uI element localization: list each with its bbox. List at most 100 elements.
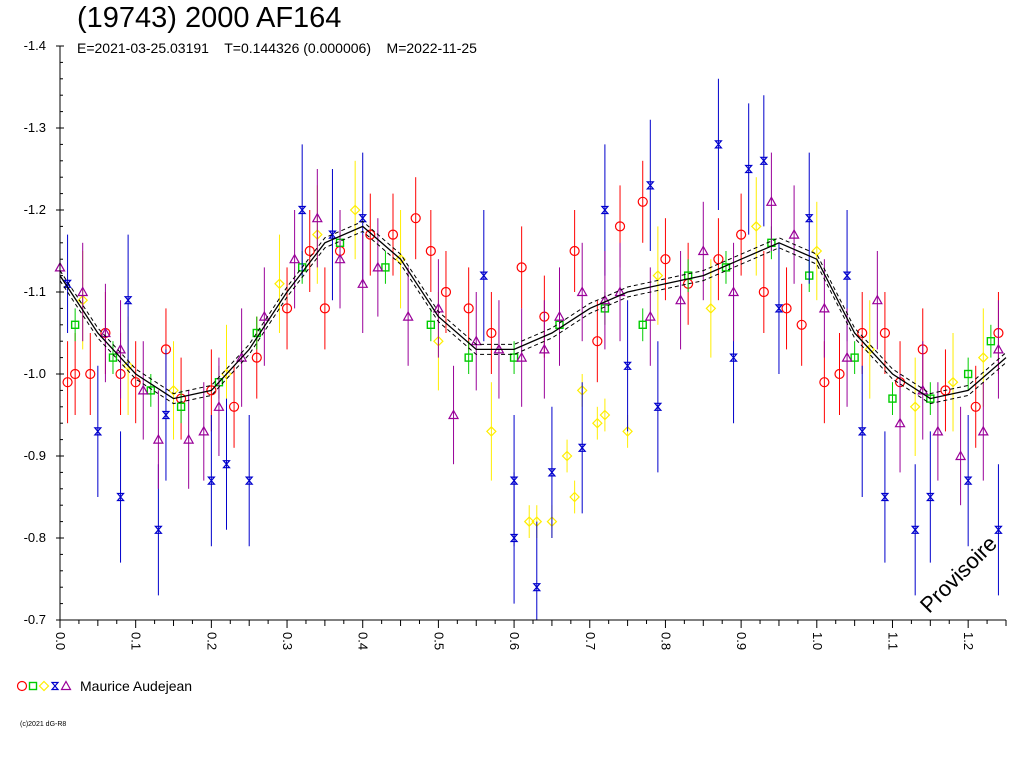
data-point-triangle-8: [213, 401, 225, 411]
data-point-diamond-14: [569, 491, 580, 503]
data-point-hourglass-23: [729, 353, 738, 362]
fit-curves: [59, 220, 1007, 405]
data-point-diamond-25: [947, 376, 959, 388]
data-point-hourglass-21: [653, 402, 663, 411]
data-point-diamond-22: [811, 245, 823, 257]
data-point-diamond-16: [591, 417, 603, 429]
x-tick-label: 0.8: [658, 632, 673, 650]
data-point-hourglass-3: [123, 296, 133, 305]
legend: Maurice Audejean: [16, 675, 192, 694]
y-tick-label: -1.4: [24, 38, 46, 53]
data-point-diamond-26: [977, 352, 989, 363]
data-point-hourglass-16: [547, 468, 557, 477]
data-point-square-0: [70, 320, 80, 329]
data-point-hourglass-26: [774, 304, 784, 313]
data-point-hourglass-19: [623, 361, 632, 370]
y-tick-label: -0.7: [24, 612, 46, 627]
fit-curve-lower: [59, 230, 1007, 405]
data-point-circle-0: [62, 377, 73, 388]
data-point-triangle-21: [516, 351, 528, 362]
data-point-hourglass-10: [328, 230, 337, 239]
fit-curve-upper: [59, 220, 1007, 395]
data-point-circle-8: [206, 385, 217, 396]
copyright-text: (c)2021 dG-R8: [20, 721, 67, 728]
data-point-square-10: [464, 353, 473, 362]
data-point-hourglass-6: [207, 476, 216, 485]
data-point-triangle-39: [955, 450, 967, 461]
data-point-square-9: [426, 320, 436, 329]
y-tick-label: -1.0: [24, 366, 46, 381]
data-point-triangle-35: [871, 294, 883, 305]
data-point-triangle-15: [372, 261, 384, 272]
data-point-hourglass-29: [857, 427, 867, 436]
data-point-circle-22: [516, 262, 527, 273]
data-point-circle-16: [387, 229, 399, 240]
data-point-hourglass-32: [926, 492, 935, 502]
data-point-triangle-28: [675, 294, 687, 305]
data-point-triangle-7: [198, 425, 210, 436]
data-point-hourglass-20: [645, 181, 655, 190]
data-point-circle-27: [637, 196, 648, 207]
data-point-hourglass-31: [910, 525, 920, 534]
data-point-triangle-30: [728, 286, 740, 297]
data-point-triangle-23: [553, 310, 566, 321]
data-point-square-1: [108, 353, 118, 362]
data-point-triangle-5: [152, 433, 164, 444]
data-point-hourglass-5: [161, 410, 171, 420]
data-point-circle-25: [592, 336, 603, 347]
y-tick-label: -0.9: [24, 448, 46, 463]
y-tick-label: -0.8: [24, 530, 46, 545]
chart-title: (19743) 2000 AF164: [77, 2, 342, 34]
data-point-triangle-16: [402, 310, 414, 321]
data-point-square-14: [638, 320, 647, 329]
data-point-circle-20: [463, 303, 474, 314]
data-point-hourglass-33: [963, 476, 973, 485]
data-point-triangle-31: [765, 196, 777, 206]
data-point-square-2: [146, 386, 156, 395]
data-point-hourglass-7: [222, 460, 231, 469]
data-point-circle-32: [758, 286, 769, 298]
data-point-square-8: [381, 263, 390, 272]
data-point-hourglass-24: [744, 164, 753, 174]
data-point-circle-13: [319, 303, 330, 314]
data-point-diamond-18: [622, 426, 633, 437]
data-point-triangle-10: [258, 310, 270, 321]
data-point-circle-10: [251, 352, 262, 363]
legend-symbol-hourglass: [50, 681, 60, 691]
data-point-square-23: [986, 337, 996, 346]
data-point-triangle-11: [289, 253, 301, 264]
data-point-circle-28: [660, 254, 671, 265]
data-point-triangle-38: [932, 425, 944, 436]
data-point-circle-11: [281, 303, 293, 314]
data-point-triangle-25: [599, 294, 611, 305]
data-point-triangle-13: [334, 253, 346, 264]
data-point-square-21: [926, 394, 935, 403]
data-point-hourglass-1: [93, 427, 103, 436]
data-point-circle-15: [365, 229, 376, 240]
data-point-triangle-32: [788, 228, 800, 239]
data-point-triangle-34: [841, 351, 853, 362]
data-point-square-19: [850, 353, 859, 362]
data-point-hourglass-34: [994, 525, 1003, 534]
legend-symbols: [16, 680, 72, 692]
x-tick-label: 0.1: [129, 632, 144, 650]
axes: -1.4 -1.3 -1.2 -1.1 -1.0 -0.9 -0.8 -0.7 0.0 0.1 0.…: [24, 38, 1007, 650]
data-point-circle-2: [85, 368, 96, 380]
data-point-triangle-18: [448, 409, 460, 420]
legend-symbol-circle: [16, 680, 28, 692]
data-point-circle-17: [410, 213, 421, 224]
data-point-hourglass-12: [479, 271, 489, 280]
legend-symbol-diamond: [38, 680, 50, 692]
data-point-triangle-1: [77, 286, 89, 297]
data-point-circle-1: [70, 368, 81, 380]
data-point-circle-9: [228, 401, 240, 412]
data-point-circle-36: [834, 368, 845, 380]
data-point-hourglass-4: [154, 525, 163, 534]
data-point-hourglass-25: [759, 156, 769, 165]
data-point-hourglass-18: [600, 205, 610, 215]
data-point-square-3: [176, 402, 186, 411]
data-point-circle-38: [879, 327, 891, 339]
data-points: [54, 78, 1004, 620]
data-point-diamond-2: [168, 385, 179, 396]
data-point-circle-24: [569, 245, 580, 257]
